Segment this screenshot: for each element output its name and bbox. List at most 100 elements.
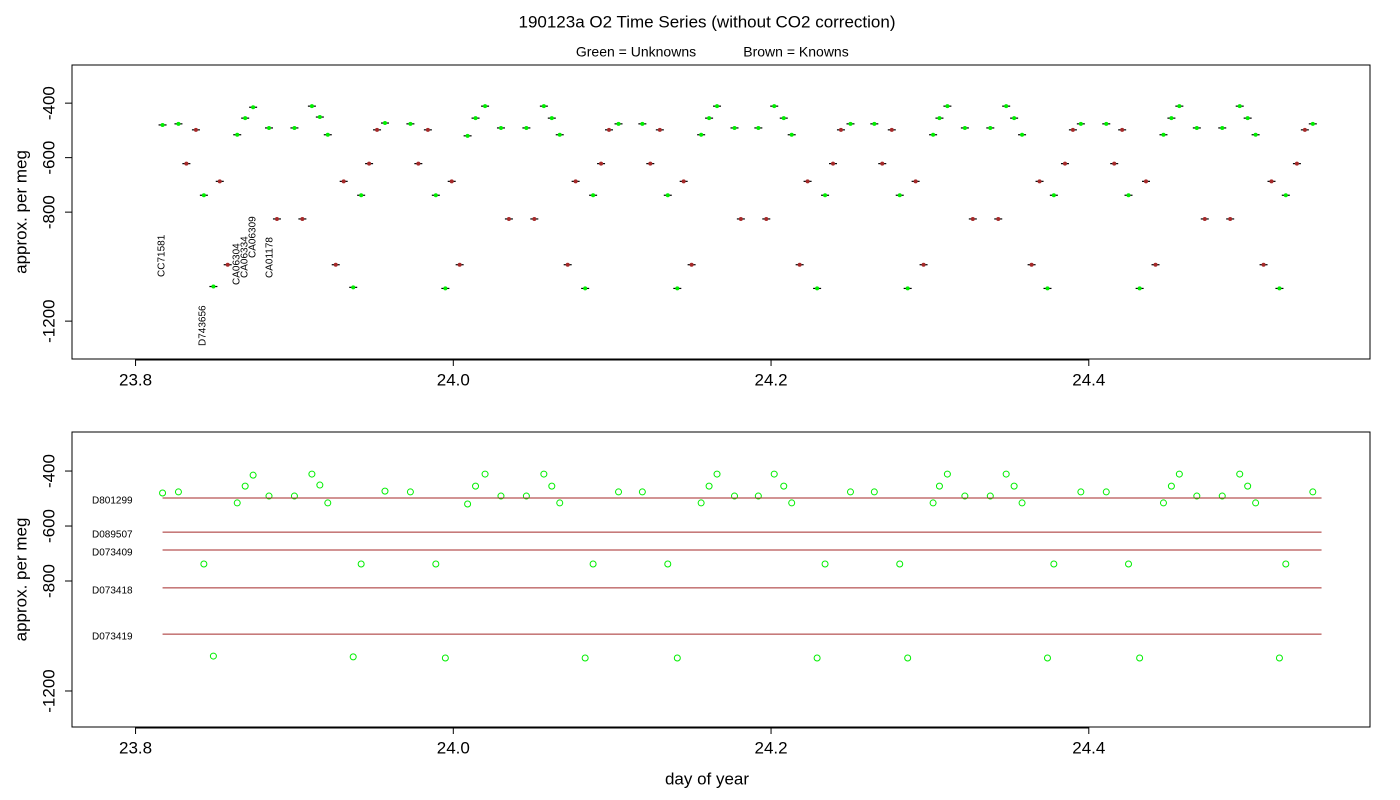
sample-point [943, 470, 951, 478]
sample-point [464, 500, 472, 508]
sample-point [1277, 286, 1282, 291]
sample-point [583, 286, 588, 291]
sample-point [789, 132, 794, 137]
sample-point [657, 127, 662, 132]
sample-point [738, 216, 743, 221]
y-tick-label: -600 [39, 509, 58, 543]
plot-area [158, 104, 1317, 291]
annotation: CC71581 [157, 234, 168, 277]
sample-point [797, 262, 802, 267]
sample-point [697, 499, 705, 507]
reference-label: D089507 [92, 530, 133, 541]
sample-point [160, 122, 165, 127]
sample-point [233, 499, 241, 507]
reference-label: D801299 [92, 496, 133, 507]
sample-point [937, 116, 942, 121]
sample-point [1102, 488, 1110, 496]
sample-point [193, 127, 198, 132]
sample-point [1236, 470, 1244, 478]
sample-point [1252, 499, 1260, 507]
sample-point [498, 125, 503, 130]
sample-point [200, 560, 208, 568]
sample-point [1167, 482, 1175, 490]
sample-point [870, 488, 878, 496]
sample-point [705, 482, 713, 490]
sample-point [1294, 161, 1299, 166]
sample-point [1302, 127, 1307, 132]
sample-point [815, 286, 820, 291]
sample-point [665, 193, 670, 198]
sample-point [764, 216, 769, 221]
sample-point [970, 216, 975, 221]
sample-point [381, 487, 389, 495]
sample-point [325, 132, 330, 137]
sample-point [675, 286, 680, 291]
sample-point [408, 121, 413, 126]
sample-point [616, 121, 621, 126]
sample-point [292, 125, 297, 130]
sample-point [1218, 492, 1226, 500]
y-tick-label: -1200 [39, 299, 58, 342]
sample-point [359, 193, 364, 198]
sample-point [1244, 482, 1252, 490]
sample-point [1112, 161, 1117, 166]
sample-point [225, 262, 230, 267]
sample-point [1010, 482, 1018, 490]
sample-point [351, 285, 356, 290]
sample-point [174, 488, 182, 496]
sample-point [465, 133, 470, 138]
sample-point [201, 193, 206, 198]
sample-point [265, 492, 273, 500]
sample-point [1269, 179, 1274, 184]
sample-point [443, 286, 448, 291]
sample-point [1020, 132, 1025, 137]
sample-point [929, 499, 937, 507]
sample-point [1125, 560, 1133, 568]
sample-point [589, 560, 597, 568]
sample-point [176, 121, 181, 126]
sample-point [756, 125, 761, 130]
sample-point [846, 488, 854, 496]
sample-point [1104, 121, 1109, 126]
sample-point [473, 116, 478, 121]
sample-point [235, 132, 240, 137]
sample-point [831, 161, 836, 166]
sample-point [565, 262, 570, 267]
sample-point [1078, 121, 1083, 126]
sample-point [432, 560, 440, 568]
sample-point [532, 216, 537, 221]
sample-point [1237, 104, 1242, 109]
sample-point [1177, 104, 1182, 109]
sample-point [317, 115, 322, 120]
sample-point [781, 116, 786, 121]
sample-point [341, 179, 346, 184]
sample-point [1004, 104, 1009, 109]
sample-point [375, 127, 380, 132]
sample-point [251, 105, 256, 110]
x-axis-label: day of year [665, 769, 749, 788]
sample-point [382, 121, 387, 126]
sample-point [1062, 161, 1067, 166]
sample-point [1137, 286, 1142, 291]
sample-point [715, 104, 720, 109]
sample-point [897, 193, 902, 198]
sample-point [540, 470, 548, 478]
sample-point [449, 179, 454, 184]
annotation: D743656 [198, 305, 209, 346]
sample-point [541, 104, 546, 109]
sample-point [823, 193, 828, 198]
sample-point [316, 481, 324, 489]
sample-point [1070, 127, 1075, 132]
annotation: CA01178 [265, 237, 276, 278]
sample-point [640, 121, 645, 126]
reference-label: D073418 [92, 586, 133, 597]
sample-point [1194, 125, 1199, 130]
sample-point [788, 499, 796, 507]
sample-point [324, 499, 332, 507]
sample-point [1202, 216, 1207, 221]
sample-point [557, 132, 562, 137]
sample-point [1275, 654, 1283, 662]
sample-point [416, 161, 421, 166]
sample-point [1220, 125, 1225, 130]
